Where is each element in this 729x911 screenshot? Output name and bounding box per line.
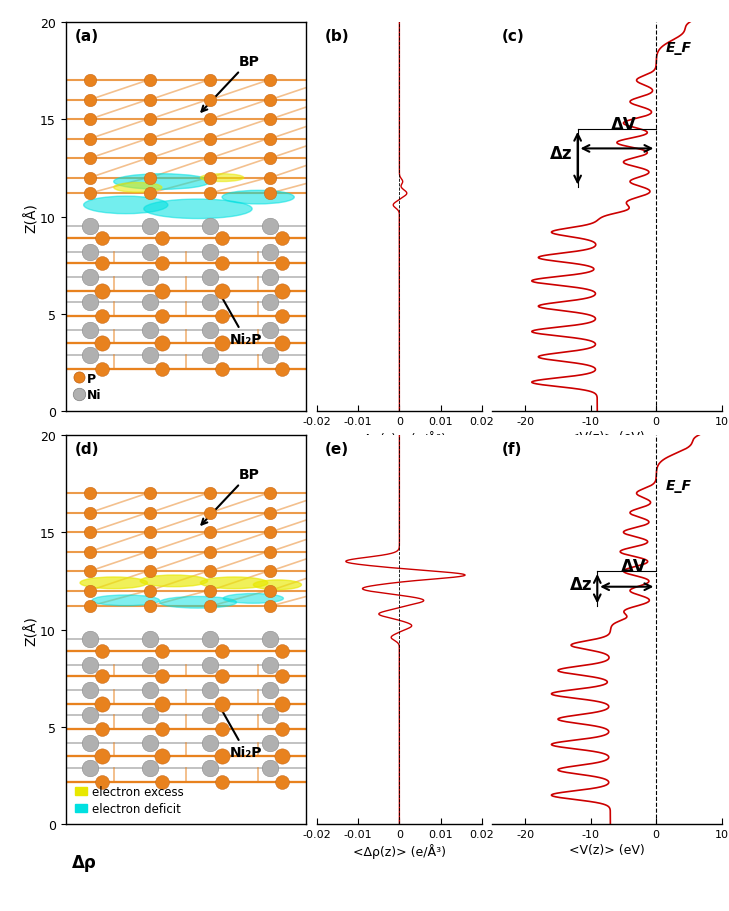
X-axis label: <Δρ(z)> (e/Å³): <Δρ(z)> (e/Å³) [353, 844, 446, 858]
Text: BP: BP [201, 55, 260, 112]
X-axis label: <V(z)> (eV): <V(z)> (eV) [569, 431, 645, 444]
Y-axis label: Z(Å): Z(Å) [24, 615, 39, 645]
Ellipse shape [254, 580, 302, 590]
Text: ΔV: ΔV [620, 558, 646, 576]
Ellipse shape [140, 576, 208, 587]
Ellipse shape [223, 594, 284, 604]
Text: (d): (d) [75, 441, 100, 456]
Ellipse shape [160, 597, 236, 609]
Ellipse shape [114, 183, 162, 193]
X-axis label: <Δρ(z)> (e/Å³): <Δρ(z)> (e/Å³) [353, 431, 446, 445]
Ellipse shape [222, 191, 295, 205]
Ellipse shape [92, 595, 160, 606]
Text: (a): (a) [75, 28, 99, 44]
Ellipse shape [84, 197, 168, 214]
X-axis label: <V(z)> (eV): <V(z)> (eV) [569, 844, 645, 856]
Ellipse shape [200, 175, 243, 182]
Text: (f): (f) [502, 441, 522, 456]
Legend: electron excess, electron deficit: electron excess, electron deficit [71, 782, 187, 819]
Ellipse shape [80, 578, 147, 589]
Text: Δz: Δz [550, 145, 572, 163]
Text: Ni₂P: Ni₂P [217, 702, 262, 760]
Legend: P, Ni: P, Ni [72, 368, 105, 405]
Text: E_F: E_F [666, 479, 692, 493]
Text: E_F: E_F [666, 41, 692, 55]
Ellipse shape [200, 578, 268, 589]
Text: (b): (b) [325, 28, 350, 44]
Text: Ni₂P: Ni₂P [217, 290, 262, 347]
Ellipse shape [144, 200, 252, 220]
Text: ΔV: ΔV [611, 116, 636, 134]
Text: (c): (c) [502, 28, 524, 44]
Text: Δz: Δz [569, 575, 592, 593]
Text: (e): (e) [325, 441, 349, 456]
Text: Δρ: Δρ [71, 854, 96, 871]
Y-axis label: Z(Å): Z(Å) [24, 202, 39, 232]
Text: BP: BP [201, 467, 260, 525]
Ellipse shape [114, 175, 210, 190]
